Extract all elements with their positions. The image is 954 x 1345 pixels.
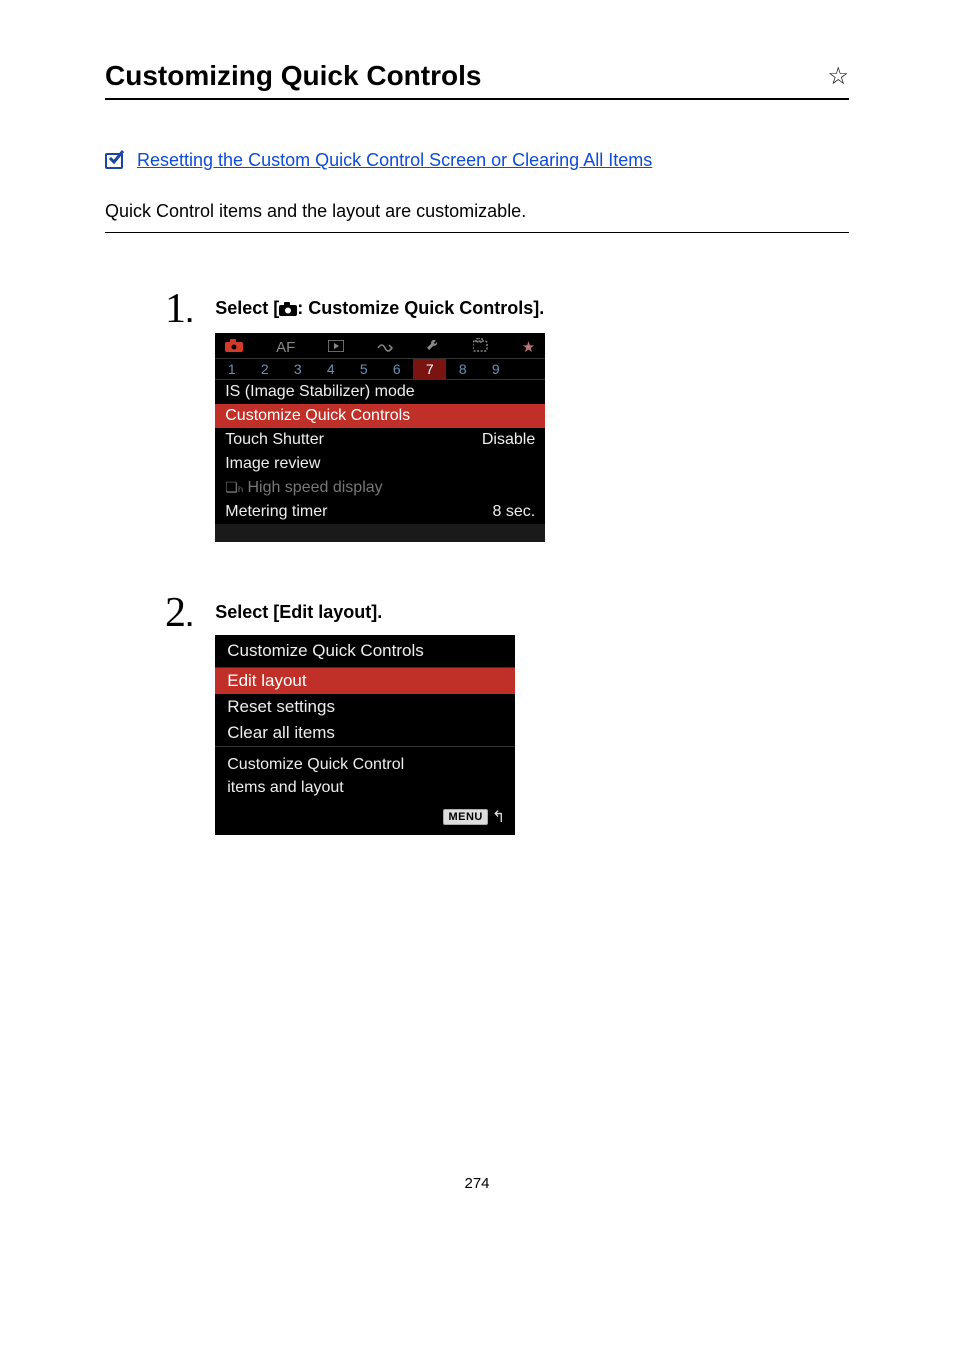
page-num-1: 1 (215, 359, 248, 379)
step-2-title: Select [Edit layout]. (215, 602, 515, 623)
tab-af: AF (276, 339, 295, 356)
menu-badge: MENU (443, 809, 487, 825)
camera-menu-screenshot-1: AF ★ 1 2 3 4 5 6 7 8 9 (215, 333, 545, 542)
page-num-2: 2 (248, 359, 281, 379)
step-number: 1. (165, 288, 193, 330)
page-number: 274 (105, 1175, 849, 1192)
tab-play-icon (328, 339, 344, 356)
menu-page-numbers: 1 2 3 4 5 6 7 8 9 (215, 359, 545, 380)
step-1-title: Select [: Customize Quick Controls]. (215, 298, 545, 321)
return-icon: ↰ (492, 807, 505, 827)
menu-row: Touch ShutterDisable (215, 428, 545, 452)
menu-row: Reset settings (215, 694, 515, 720)
page-num-7: 7 (413, 359, 446, 379)
menu2-desc: Customize Quick Control items and layout (215, 746, 515, 801)
step-2: 2. Select [Edit layout]. Customize Quick… (165, 592, 849, 835)
step-number: 2. (165, 592, 193, 634)
reset-link[interactable]: Resetting the Custom Quick Control Scree… (137, 150, 652, 171)
menu-row: IS (Image Stabilizer) mode (215, 380, 545, 404)
star-icon: ☆ (827, 62, 849, 91)
menu-row: Edit layout (215, 668, 515, 694)
tab-wrench-icon (426, 338, 440, 356)
sublink-row: Resetting the Custom Quick Control Scree… (105, 150, 849, 171)
page-num-5: 5 (347, 359, 380, 379)
page-num-6: 6 (380, 359, 413, 379)
menu-row: Metering timer8 sec. (215, 500, 545, 524)
tab-camera-icon (225, 339, 243, 356)
tab-network-icon (377, 339, 393, 356)
page-num-3: 3 (281, 359, 314, 379)
menu-spacer (215, 524, 545, 542)
drive-mode-icon: ❏ₕ (225, 479, 243, 495)
page-num-blank (512, 359, 545, 379)
menu2-footer: MENU ↰ (215, 801, 515, 835)
menu2-header: Customize Quick Controls (215, 635, 515, 668)
menu-tabbar: AF ★ (215, 333, 545, 359)
camera-menu-screenshot-2: Customize Quick Controls Edit layout Res… (215, 635, 515, 835)
intro-text: Quick Control items and the layout are c… (105, 201, 849, 233)
page-num-8: 8 (446, 359, 479, 379)
camera-icon (279, 300, 297, 321)
checkbox-icon (105, 153, 123, 169)
title-row: Customizing Quick Controls ☆ (105, 60, 849, 100)
tab-custom-icon (473, 338, 489, 356)
page-title: Customizing Quick Controls (105, 60, 481, 92)
tab-star-icon: ★ (522, 338, 535, 356)
menu-row: Clear all items (215, 720, 515, 746)
page-num-4: 4 (314, 359, 347, 379)
page-num-9: 9 (479, 359, 512, 379)
menu-row: Customize Quick Controls (215, 404, 545, 428)
menu-row: Image review (215, 452, 545, 476)
menu-row: ❏ₕHigh speed display (215, 476, 545, 500)
step-1: 1. Select [: Customize Quick Controls]. … (165, 288, 849, 542)
